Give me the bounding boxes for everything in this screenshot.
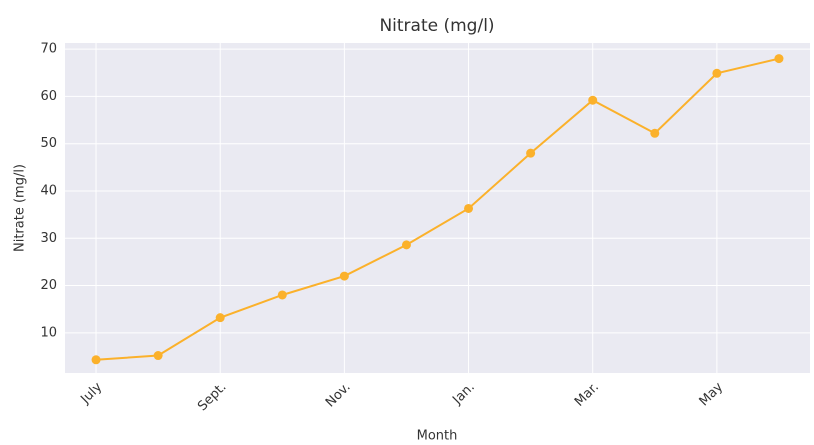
data-point [277,290,287,300]
y-tick-label: 70 [40,42,57,57]
y-tick-label: 60 [40,89,57,104]
x-axis-label: Month [417,429,458,444]
y-tick-label: 30 [40,231,57,246]
y-tick-label: 10 [40,325,57,340]
data-point [153,351,163,361]
x-tick-label: Mar. [572,380,602,410]
data-point [588,95,598,105]
chart-title: Nitrate (mg/l) [379,16,494,36]
data-point [526,148,536,158]
y-axis-label: Nitrate (mg/l) [13,164,28,252]
data-point [774,54,784,64]
x-tick-label: Jan. [449,380,477,408]
data-point [215,313,225,323]
x-tick-label: Sept. [195,380,229,414]
data-point [91,355,101,365]
x-tick-label: May [697,379,727,409]
data-point [339,271,349,281]
y-tick-label: 40 [40,183,57,198]
data-point [712,68,722,78]
y-tick-label: 50 [40,136,57,151]
data-point [464,203,474,213]
x-tick-label: July [77,379,105,407]
data-point [401,240,411,250]
x-tick-label: Nov. [323,380,354,411]
data-line [95,57,780,361]
plot-area [65,43,810,373]
data-point [650,128,660,138]
y-tick-label: 20 [40,278,57,293]
